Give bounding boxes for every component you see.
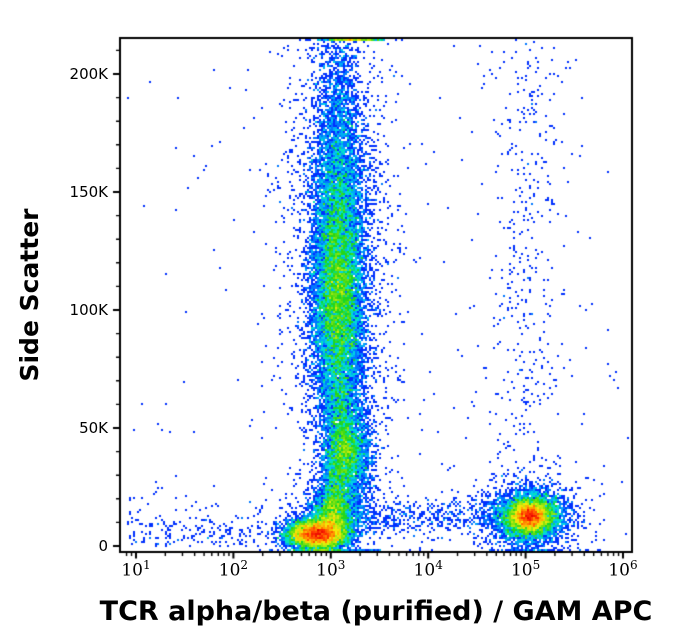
x-tick-label-10e5: 105: [510, 558, 541, 581]
x-tick-label-10e3: 103: [316, 558, 346, 581]
x-tick-label-10e2: 102: [218, 558, 249, 581]
x-tick-label-10e1: 101: [121, 558, 151, 581]
y-tick-label-150K: 150K: [69, 183, 108, 201]
y-tick-label-200K: 200K: [69, 65, 108, 83]
x-axis-label: TCR alpha/beta (purified) / GAM APC: [99, 596, 653, 627]
y-tick-label-0: 0: [98, 537, 108, 555]
y-tick-label-50K: 50K: [79, 419, 108, 437]
x-tick-label-10e4: 104: [413, 558, 443, 581]
x-tick-label-10e6: 106: [608, 558, 638, 581]
y-tick-label-100K: 100K: [69, 301, 108, 319]
